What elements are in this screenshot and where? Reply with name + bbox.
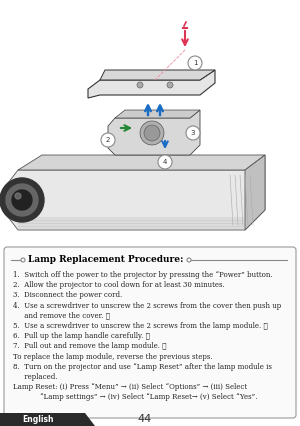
Circle shape <box>21 258 25 262</box>
Text: Lamp Reset: (i) Press “Menu” → (ii) Select “Options” → (iii) Select: Lamp Reset: (i) Press “Menu” → (ii) Sele… <box>13 383 247 391</box>
Circle shape <box>12 190 32 210</box>
Circle shape <box>15 193 21 199</box>
Circle shape <box>167 82 173 88</box>
Circle shape <box>186 126 200 140</box>
Text: 3: 3 <box>191 130 195 136</box>
Text: 1.  Switch off the power to the projector by pressing the “Power” button.: 1. Switch off the power to the projector… <box>13 271 273 279</box>
Text: 2.  Allow the projector to cool down for at least 30 minutes.: 2. Allow the projector to cool down for … <box>13 281 225 289</box>
Circle shape <box>140 121 164 145</box>
Polygon shape <box>88 70 215 98</box>
Circle shape <box>158 155 172 169</box>
Circle shape <box>188 56 202 70</box>
Polygon shape <box>108 110 200 155</box>
Text: 4.  Use a screwdriver to unscrew the 2 screws from the cover then push up: 4. Use a screwdriver to unscrew the 2 sc… <box>13 302 281 310</box>
Text: Lamp Replacement Procedure:: Lamp Replacement Procedure: <box>28 256 184 265</box>
Circle shape <box>6 184 38 216</box>
Text: 6.  Pull up the lamp handle carefully. ❸: 6. Pull up the lamp handle carefully. ❸ <box>13 332 150 340</box>
Text: To replace the lamp module, reverse the previous steps.: To replace the lamp module, reverse the … <box>13 353 213 360</box>
Text: 3.  Disconnect the power cord.: 3. Disconnect the power cord. <box>13 291 122 299</box>
Text: and remove the cover. ❶: and remove the cover. ❶ <box>13 312 110 320</box>
Text: replaced.: replaced. <box>13 373 58 381</box>
Polygon shape <box>8 155 265 230</box>
Text: 4: 4 <box>163 159 167 165</box>
FancyBboxPatch shape <box>4 247 296 418</box>
Text: 2: 2 <box>106 137 110 143</box>
Text: 8.  Turn on the projector and use “Lamp Reset” after the lamp module is: 8. Turn on the projector and use “Lamp R… <box>13 363 272 371</box>
Text: 44: 44 <box>138 414 152 424</box>
Text: English: English <box>22 415 54 424</box>
Text: 7.  Pull out and remove the lamp module. ❹: 7. Pull out and remove the lamp module. … <box>13 343 166 351</box>
Polygon shape <box>115 110 200 118</box>
Circle shape <box>0 178 44 222</box>
Polygon shape <box>245 155 265 230</box>
Text: “Lamp settings” → (iv) Select “Lamp Reset→ (v) Select “Yes”.: “Lamp settings” → (iv) Select “Lamp Rese… <box>13 393 257 401</box>
Circle shape <box>187 258 191 262</box>
Polygon shape <box>100 70 215 80</box>
Circle shape <box>101 133 115 147</box>
Circle shape <box>144 125 160 141</box>
Text: 1: 1 <box>193 60 197 66</box>
Polygon shape <box>0 413 95 426</box>
Circle shape <box>137 82 143 88</box>
Text: 5.  Use a screwdriver to unscrew the 2 screws from the lamp module. ❷: 5. Use a screwdriver to unscrew the 2 sc… <box>13 322 268 330</box>
Polygon shape <box>18 155 265 170</box>
